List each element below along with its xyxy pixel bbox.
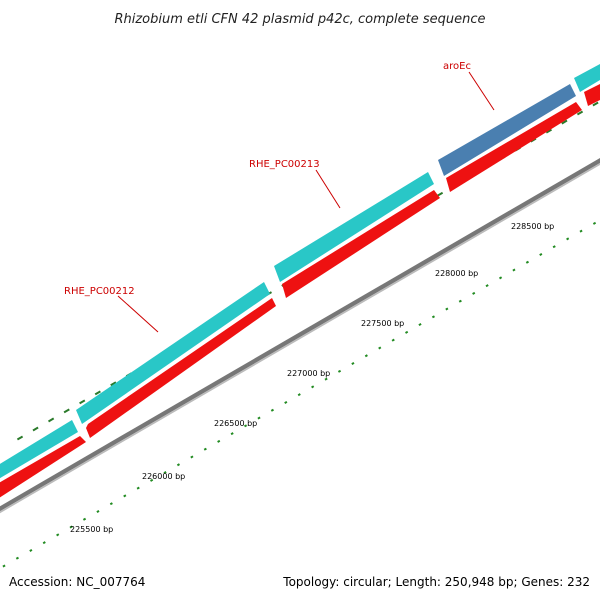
cds-arrow xyxy=(446,102,582,192)
cds-track xyxy=(0,84,600,498)
major-tick xyxy=(63,408,70,414)
minor-tick xyxy=(512,268,516,272)
gene-label-aroec: aroEc xyxy=(443,61,471,72)
gene-label-rhe-pc00212: RHE_PC00212 xyxy=(64,286,135,297)
minor-tick xyxy=(378,346,382,350)
accession-text: Accession: NC_007764 xyxy=(9,575,145,589)
minor-tick xyxy=(257,416,261,420)
minor-tick xyxy=(485,284,489,288)
minor-tick xyxy=(297,393,301,397)
minor-tick xyxy=(351,362,355,365)
minor-tick xyxy=(579,229,583,233)
leader-line-rhe-pc00213 xyxy=(315,169,341,209)
major-tick xyxy=(47,417,55,423)
minor-tick xyxy=(42,541,46,545)
minor-tick xyxy=(552,245,556,249)
gene-arrow xyxy=(0,420,78,479)
sequence-backbone-shadow xyxy=(0,163,600,514)
major-tick xyxy=(561,119,568,125)
gene-arrow xyxy=(574,64,600,92)
minor-tick xyxy=(176,463,181,467)
minor-tick xyxy=(109,502,113,506)
minor-tick xyxy=(82,517,87,521)
minor-tick xyxy=(230,432,234,436)
minor-tick xyxy=(29,548,33,552)
leader-line-rhe-pc00212 xyxy=(117,295,159,333)
minor-tick xyxy=(56,533,60,537)
sequence-backbone xyxy=(0,158,600,512)
cds-arrow xyxy=(282,190,440,298)
minor-tick xyxy=(69,525,73,529)
minor-tick xyxy=(163,471,167,475)
minor-tick xyxy=(96,510,100,513)
minor-tick xyxy=(2,564,6,568)
major-tick xyxy=(436,191,444,197)
minor-tick xyxy=(270,408,275,412)
bp-label: 225500 bp xyxy=(70,525,113,534)
bp-label: 227000 bp xyxy=(287,369,330,378)
minor-tick xyxy=(337,369,342,373)
minor-tick xyxy=(284,400,288,404)
gene-track xyxy=(0,64,600,479)
minor-tick xyxy=(498,276,503,280)
minor-tick xyxy=(445,307,449,311)
minor-tick xyxy=(217,439,221,443)
map-title: Rhizobium etli CFN 42 plasmid p42c, comp… xyxy=(114,12,485,27)
minor-tick xyxy=(244,424,248,428)
major-tick xyxy=(576,110,584,116)
major-tick xyxy=(545,128,552,134)
minor-tick xyxy=(190,455,194,459)
bp-label: 226500 bp xyxy=(214,419,257,428)
gene-arrow xyxy=(76,282,270,424)
gene-arrow xyxy=(274,172,434,282)
gene-arrow-aroec xyxy=(438,84,576,176)
minor-tick xyxy=(391,338,395,342)
major-tick xyxy=(94,390,101,396)
minor-tick xyxy=(15,556,19,560)
bp-label: 228500 bp xyxy=(511,222,554,231)
minor-tick xyxy=(311,385,315,389)
bp-label: 228000 bp xyxy=(435,269,478,278)
major-tick xyxy=(32,426,39,432)
leader-line-aroec xyxy=(468,71,495,111)
minor-tick xyxy=(136,486,140,490)
major-tick xyxy=(592,101,599,107)
major-tick xyxy=(110,381,117,387)
minor-tick xyxy=(458,299,462,303)
cds-arrow xyxy=(0,436,86,498)
gene-label-rhe-pc00213: RHE_PC00213 xyxy=(249,159,320,170)
cds-arrow xyxy=(584,84,600,106)
minor-tick xyxy=(539,253,543,256)
bp-label: 226000 bp xyxy=(142,472,185,481)
minor-tick xyxy=(149,478,154,482)
minor-tick xyxy=(566,237,570,241)
minor-tick xyxy=(123,494,127,498)
minor-tick xyxy=(431,315,435,319)
minor-tick xyxy=(525,260,530,264)
minor-tick-track xyxy=(2,221,597,568)
minor-tick xyxy=(324,377,328,381)
minor-tick xyxy=(203,447,207,451)
minor-tick xyxy=(364,354,368,358)
minor-tick xyxy=(418,323,422,327)
major-tick xyxy=(79,399,86,405)
minor-tick xyxy=(592,221,597,225)
cds-arrow xyxy=(86,298,276,438)
bp-scale: 225500 bp 226000 bp 226500 bp 227000 bp … xyxy=(70,222,554,534)
minor-tick xyxy=(404,330,409,334)
major-tick xyxy=(16,435,24,441)
minor-tick xyxy=(472,291,476,295)
summary-text: Topology: circular; Length: 250,948 bp; … xyxy=(282,575,590,589)
bp-label: 227500 bp xyxy=(361,319,404,328)
